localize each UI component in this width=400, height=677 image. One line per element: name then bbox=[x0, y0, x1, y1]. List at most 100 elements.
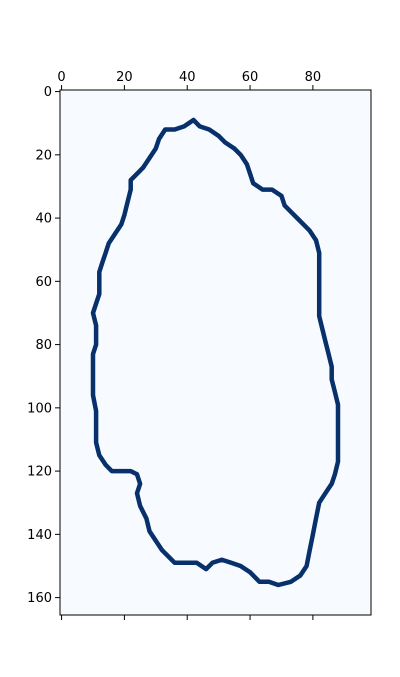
y-tick-label: 40 bbox=[35, 212, 52, 227]
contour-pixel-60 bbox=[298, 573, 302, 578]
contour-pixel-15 bbox=[107, 241, 111, 245]
contour-pixel-77 bbox=[327, 352, 331, 356]
contour-pixel-0 bbox=[191, 118, 196, 122]
y-tick-label: 60 bbox=[35, 275, 52, 290]
contour-pixel-2 bbox=[173, 128, 177, 132]
contour-pixel-65 bbox=[317, 501, 321, 505]
contour-pixel-58 bbox=[276, 583, 280, 587]
contour-pixel-70 bbox=[336, 447, 340, 451]
x-tick-label: 80 bbox=[305, 70, 322, 85]
contour-pixel-18 bbox=[97, 270, 101, 274]
contour-pixel-5 bbox=[154, 146, 158, 151]
contour-pixel-53 bbox=[229, 561, 233, 565]
contour-pixel-27 bbox=[91, 365, 95, 369]
contour-pixel-69 bbox=[336, 460, 340, 464]
contour-pixel-22 bbox=[91, 311, 95, 315]
contour-pixel-85 bbox=[317, 251, 321, 255]
contour-pixel-66 bbox=[323, 491, 328, 495]
contour-pixel-37 bbox=[129, 469, 133, 473]
contour-pixel-25 bbox=[94, 343, 98, 347]
x-tick-label: 0 bbox=[57, 70, 65, 85]
contour-pixel-11 bbox=[126, 200, 130, 204]
contour-pixel-19 bbox=[97, 282, 101, 287]
contour-pixel-103 bbox=[198, 124, 202, 128]
contour-pixel-83 bbox=[317, 276, 321, 280]
contour-pixel-75 bbox=[330, 377, 334, 381]
contour-pixel-3 bbox=[163, 128, 167, 132]
contour-pixel-24 bbox=[94, 333, 98, 337]
contour-pixel-102 bbox=[207, 128, 211, 132]
contour-pixel-23 bbox=[94, 324, 98, 328]
contour-pixel-29 bbox=[91, 393, 95, 397]
contour-pixel-33 bbox=[97, 453, 101, 457]
contour-pixel-42 bbox=[144, 517, 148, 521]
contour-pixel-31 bbox=[94, 425, 98, 429]
chart-marks bbox=[91, 118, 340, 587]
contour-pixel-17 bbox=[100, 260, 104, 264]
x-tick-label: 20 bbox=[116, 70, 133, 85]
contour-pixel-98 bbox=[239, 153, 243, 157]
contour-pixel-12 bbox=[122, 213, 126, 217]
y-axis-left: 0 20 40 60 80 100 120 140 160 bbox=[27, 85, 60, 606]
contour-pixel-88 bbox=[301, 222, 306, 226]
contour-pixel-67 bbox=[330, 482, 334, 486]
contour-pixel-40 bbox=[135, 491, 139, 495]
contour-pixel-62 bbox=[308, 548, 312, 552]
contour-pixel-80 bbox=[317, 314, 321, 318]
contour-pixel-28 bbox=[91, 377, 95, 381]
contour-pixel-45 bbox=[160, 548, 164, 552]
y-tick-label: 100 bbox=[27, 401, 52, 416]
contour-pixel-34 bbox=[104, 463, 108, 467]
contour-pixel-81 bbox=[317, 301, 321, 306]
contour-pixel-13 bbox=[119, 222, 123, 226]
contour-pixel-100 bbox=[223, 140, 227, 144]
y-tick-label: 140 bbox=[27, 528, 52, 543]
plot-frame bbox=[59, 89, 372, 616]
heatmap-background bbox=[60, 90, 371, 615]
contour-pixel-50 bbox=[204, 567, 208, 571]
y-tick-label: 120 bbox=[27, 465, 52, 480]
contour-pixel-61 bbox=[305, 564, 309, 568]
contour-pixel-26 bbox=[91, 352, 95, 356]
contour-pixel-89 bbox=[295, 216, 299, 220]
x-tick-label: 60 bbox=[242, 70, 259, 85]
contour-pixel-21 bbox=[94, 301, 98, 306]
contour-pixel-64 bbox=[314, 517, 318, 521]
contour-pixel-93 bbox=[270, 188, 274, 192]
contour-pixel-30 bbox=[94, 409, 98, 413]
contour-pixel-36 bbox=[119, 469, 123, 473]
contour-pixel-94 bbox=[261, 188, 265, 192]
contour-pixel-47 bbox=[173, 561, 177, 565]
contour-pixel-8 bbox=[135, 172, 139, 176]
contour-pixel-44 bbox=[154, 539, 158, 543]
contour-pixel-6 bbox=[148, 156, 152, 160]
contour-pixel-76 bbox=[330, 365, 334, 369]
contour-pixel-71 bbox=[336, 434, 340, 438]
contour-pixel-51 bbox=[210, 561, 214, 565]
contour-pixel-95 bbox=[251, 181, 255, 185]
contour-pixel-78 bbox=[323, 339, 328, 343]
contour-pixel-82 bbox=[317, 289, 321, 293]
contour-pixel-84 bbox=[317, 263, 321, 268]
contour-pixel-54 bbox=[239, 564, 243, 568]
contour-pixel-101 bbox=[217, 134, 221, 138]
contour-pixel-55 bbox=[248, 570, 252, 574]
contour-pixel-52 bbox=[220, 558, 224, 562]
y-tick-label: 20 bbox=[35, 148, 52, 163]
y-tick-label: 80 bbox=[35, 338, 52, 353]
contour-pixel-87 bbox=[308, 229, 312, 233]
contour-pixel-90 bbox=[289, 210, 293, 214]
contour-pixel-49 bbox=[195, 561, 199, 565]
contour-pixel-92 bbox=[279, 194, 284, 198]
contour-pixel-86 bbox=[314, 238, 318, 242]
contour-pixel-97 bbox=[245, 162, 249, 166]
contour-pixel-74 bbox=[333, 390, 337, 394]
contour-pixel-73 bbox=[336, 403, 340, 407]
contour-pixel-38 bbox=[135, 472, 139, 476]
contour-pixel-96 bbox=[248, 172, 252, 176]
contour-pixel-63 bbox=[311, 532, 315, 536]
contour-pixel-48 bbox=[185, 561, 189, 565]
x-tick-label: 40 bbox=[179, 70, 196, 85]
contour-pixel-68 bbox=[333, 472, 337, 476]
contour-pixel-1 bbox=[182, 124, 186, 128]
